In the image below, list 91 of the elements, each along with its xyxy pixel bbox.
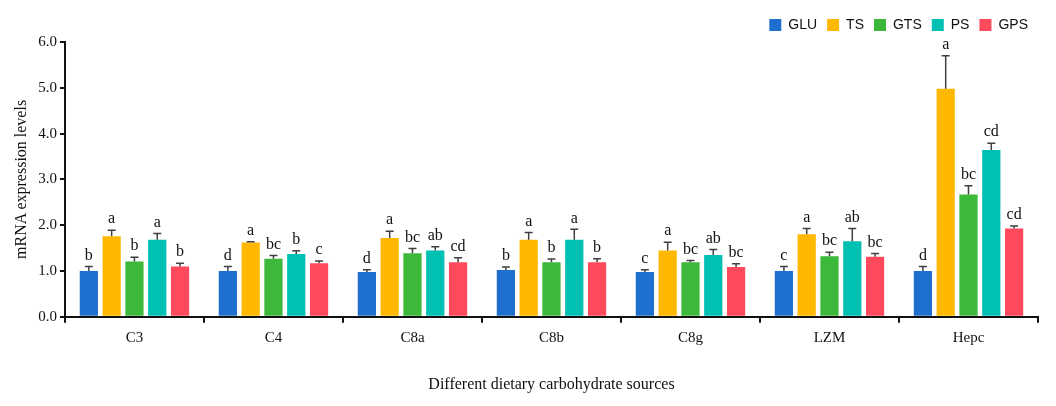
x-tick-label: C4: [264, 328, 283, 345]
bar: [587, 262, 607, 316]
data-label: a: [247, 220, 255, 238]
bar: [1004, 228, 1024, 316]
data-label: a: [525, 211, 533, 229]
data-label: bc: [960, 165, 977, 183]
bar: [913, 271, 933, 316]
bar: [635, 271, 655, 316]
bar: [658, 250, 677, 316]
y-tick-label: 0.0: [38, 307, 57, 324]
bar: [982, 150, 1001, 316]
data-label: bc: [867, 232, 883, 250]
data-label: d: [223, 245, 232, 263]
data-label: bc: [265, 234, 282, 252]
bar: [448, 262, 468, 316]
x-tick-label: Hepc: [952, 328, 985, 345]
legend-label: PS: [950, 15, 970, 32]
bar: [79, 271, 98, 316]
legend-label: GLU: [788, 15, 818, 32]
data-label: b: [593, 237, 602, 255]
x-tick-label: C3: [125, 328, 144, 345]
data-label: b: [176, 242, 185, 260]
bar: [820, 256, 839, 316]
data-label: d: [362, 248, 371, 266]
data-label: cd: [450, 236, 466, 254]
data-label: cd: [1006, 205, 1022, 223]
data-label: c: [315, 240, 323, 258]
data-label: a: [664, 221, 672, 239]
data-label: b: [84, 245, 93, 263]
bar: [519, 239, 538, 316]
legend-label: GPS: [998, 15, 1029, 32]
bar: [959, 194, 978, 316]
bar: [102, 236, 121, 316]
bar: [218, 271, 237, 316]
bar: [357, 271, 376, 316]
bar: [309, 263, 329, 316]
data-label: a: [570, 208, 578, 226]
bar: [681, 262, 700, 316]
x-tick-label: C8a: [400, 328, 425, 345]
data-label: a: [108, 209, 116, 227]
y-tick-label: 1.0: [38, 261, 57, 278]
data-label: a: [386, 210, 394, 228]
data-label: bc: [821, 231, 838, 249]
bar: [264, 258, 283, 316]
bar: [426, 250, 445, 316]
y-axis-title: mRNA expression levels: [11, 99, 30, 259]
x-axis-title: Different dietary carbohydrate sources: [428, 374, 675, 393]
bar: [704, 254, 723, 316]
bar: [865, 256, 885, 316]
data-label: b: [547, 238, 556, 256]
data-label: bc: [728, 242, 744, 260]
bar: [565, 239, 584, 316]
data-label: ab: [844, 207, 860, 225]
data-label: a: [153, 212, 161, 230]
y-tick-label: 3.0: [38, 170, 57, 187]
bar: [726, 266, 746, 316]
data-label: ab: [705, 228, 721, 246]
bar: [843, 241, 862, 316]
data-label: c: [641, 248, 649, 266]
data-label: bc: [682, 239, 699, 257]
data-label: ab: [427, 225, 443, 243]
data-label: b: [130, 236, 139, 254]
data-label: c: [780, 245, 788, 263]
bar: [241, 242, 260, 316]
legend-label: TS: [846, 15, 864, 32]
bar: [287, 254, 306, 316]
data-label: cd: [983, 122, 999, 140]
legend-label: GTS: [892, 15, 922, 32]
y-tick-label: 6.0: [38, 32, 57, 49]
data-label: b: [501, 246, 510, 264]
bar: [542, 262, 561, 316]
bar: [170, 266, 190, 316]
y-tick-label: 4.0: [38, 124, 57, 141]
bar: [380, 238, 399, 316]
data-label: a: [803, 207, 811, 225]
bar: [403, 253, 422, 316]
bar: [496, 270, 515, 316]
bar: [774, 271, 794, 316]
x-tick-label: LZM: [813, 328, 846, 345]
bar: [936, 88, 955, 316]
bar: [797, 234, 816, 316]
x-tick-label: C8g: [677, 328, 704, 345]
bar: [125, 261, 144, 316]
x-tick-label: C8b: [538, 328, 564, 345]
bar: [148, 239, 167, 316]
data-label: bc: [404, 227, 421, 245]
y-tick-label: 5.0: [38, 78, 57, 95]
y-tick-label: 2.0: [38, 216, 57, 233]
data-label: d: [918, 245, 927, 263]
data-label: b: [292, 230, 301, 248]
data-label: a: [942, 34, 950, 52]
